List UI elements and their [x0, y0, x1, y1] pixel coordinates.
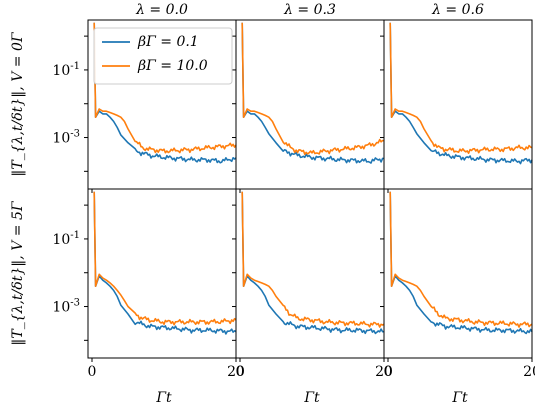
series-line-0-panel-4 — [241, 191, 384, 335]
x-axis-label-1: Γt — [303, 390, 320, 406]
panel-frame — [383, 188, 533, 359]
series-line-1-panel-0 — [93, 22, 237, 154]
x-tick-label: 20 — [227, 364, 245, 380]
panel-r0-c2 — [380, 19, 533, 193]
column-title-1: λ = 0.3 — [283, 2, 336, 18]
x-tick-label: 0 — [236, 364, 245, 380]
row-ylabel-1: ‖T_{λ,t/δt}‖, V = 5Γ — [10, 200, 26, 345]
y-tick-label: 10-1 — [52, 230, 80, 248]
y-tick-label: 10-1 — [52, 61, 80, 79]
x-axis-label-2: Γt — [451, 390, 468, 406]
series-line-0-panel-0 — [93, 22, 237, 164]
panel-r0-c1 — [232, 19, 385, 193]
column-title-0: λ = 0.0 — [135, 2, 188, 18]
panel-frame — [383, 19, 533, 190]
x-tick-label: 0 — [88, 364, 97, 380]
x-axis-label-0: Γt — [155, 390, 172, 406]
x-tick-label: 0 — [384, 364, 393, 380]
series-line-1-panel-5 — [389, 191, 533, 328]
series-line-1-panel-2 — [389, 22, 533, 154]
y-tick-label: 10-3 — [52, 298, 80, 316]
series-line-0-panel-2 — [389, 22, 533, 165]
legend-label-0: βΓ = 0.1 — [137, 34, 199, 50]
column-title-2: λ = 0.6 — [431, 2, 484, 18]
series-line-1-panel-4 — [241, 191, 385, 328]
x-tick-label: 20 — [375, 364, 393, 380]
y-tick-label: 10-3 — [52, 129, 80, 147]
legend-label-1: βΓ = 10.0 — [137, 58, 208, 74]
series-line-1-panel-3 — [93, 191, 237, 326]
x-tick-label: 20 — [523, 364, 535, 380]
series-line-1-panel-1 — [241, 22, 385, 156]
series-line-0-panel-5 — [389, 191, 533, 335]
panel-frame — [87, 188, 237, 359]
panel-r1-c0: 10-110-30 20 — [52, 188, 245, 380]
series-line-0-panel-1 — [241, 22, 385, 164]
row-ylabel-0: ‖T_{λ,t/δt}‖, V = 0Γ — [10, 31, 26, 176]
legend: βΓ = 0.1 βΓ = 10.0 — [93, 27, 233, 85]
panel-frame — [235, 19, 385, 190]
panel-r1-c1: 0 20 — [232, 188, 393, 380]
panel-r1-c2: 0 20 — [380, 188, 535, 380]
series-line-0-panel-3 — [93, 191, 237, 335]
